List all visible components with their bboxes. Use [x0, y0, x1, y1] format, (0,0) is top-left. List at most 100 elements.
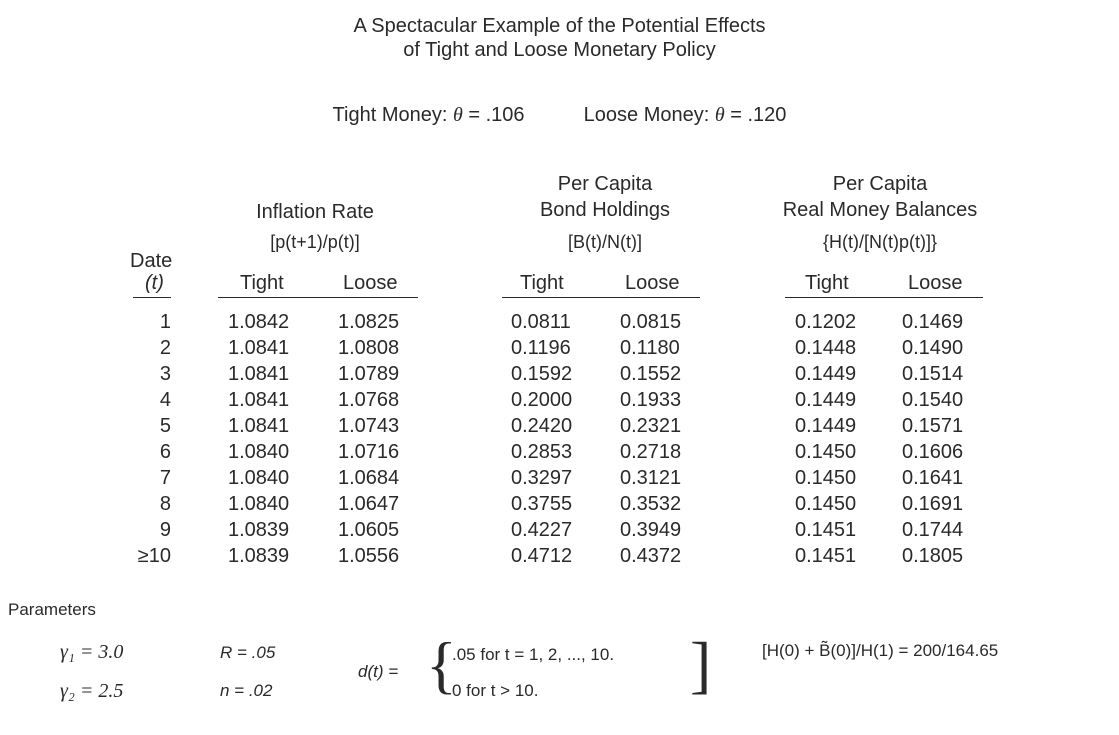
- right-bracket: ]: [690, 629, 712, 700]
- inflation-loose-cell: 1.0789: [338, 363, 400, 385]
- d-function-lhs: d(t) =: [358, 662, 399, 681]
- inflation-tight-cell: 1.0839: [228, 545, 290, 567]
- date-cell: 4: [159, 389, 171, 411]
- date-cell: 6: [159, 441, 171, 463]
- inflation-loose-header: Loose: [343, 272, 398, 294]
- inflation-loose-cell: 1.0743: [338, 415, 400, 437]
- d-function-case-2: 0 for t > 10.: [452, 681, 539, 700]
- bonds-header-1: Per Capita: [557, 173, 653, 195]
- inflation-tight-header: Tight: [240, 272, 284, 294]
- inflation-tight-cell: 1.0841: [228, 363, 290, 385]
- inflation-tight-cell: 1.0842: [228, 311, 290, 333]
- date-underline: [133, 297, 171, 298]
- money-loose-cell: 0.1469: [902, 311, 964, 333]
- inflation-loose-cell: 1.0605: [338, 519, 400, 541]
- bonds-tight-cell: 0.1592: [511, 363, 573, 385]
- bonds-tight-cell: 0.2000: [511, 389, 573, 411]
- money-loose-cell: 0.1744: [902, 519, 964, 541]
- money-loose-header: Loose: [908, 272, 963, 294]
- bonds-tight-cell: 0.1196: [511, 337, 571, 359]
- inflation-tight-cell: 1.0839: [228, 519, 290, 541]
- bonds-loose-header: Loose: [625, 272, 680, 294]
- inflation-tight-cell: 1.0840: [228, 441, 290, 463]
- money-loose-cell: 0.1805: [902, 545, 964, 567]
- money-tight-header: Tight: [805, 272, 849, 294]
- inflation-loose-cell: 1.0556: [338, 545, 400, 567]
- inflation-loose-cell: 1.0684: [338, 467, 400, 489]
- bonds-loose-cell: 0.1552: [620, 363, 682, 385]
- bonds-tight-header: Tight: [520, 272, 564, 294]
- theta-symbol: θ: [714, 104, 725, 126]
- money-tight-cell: 0.1451: [795, 545, 857, 567]
- money-tight-cell: 0.1450: [795, 467, 857, 489]
- inflation-tight-cell: 1.0841: [228, 389, 290, 411]
- money-loose-cell: 0.1490: [902, 337, 964, 359]
- money-formula: {H(t)/[N(t)p(t)]}: [822, 232, 937, 252]
- date-cell: 7: [159, 467, 171, 489]
- inflation-tight-cell: 1.0840: [228, 467, 290, 489]
- tight-money-label: Tight Money:: [332, 104, 448, 126]
- inflation-loose-cell: 1.0825: [338, 311, 400, 333]
- bonds-tight-cell: 0.3297: [511, 467, 573, 489]
- inflation-tight-cell: 1.0840: [228, 493, 290, 515]
- gamma2-param: γ₂ = 2.5: [60, 680, 124, 702]
- inflation-tight-cell: 1.0841: [228, 337, 290, 359]
- bonds-formula: [B(t)/N(t)]: [568, 232, 642, 252]
- bonds-loose-cell: 0.3532: [620, 493, 682, 515]
- title-line-1: A Spectacular Example of the Potential E…: [353, 15, 766, 37]
- inflation-tight-cell: 1.0841: [228, 415, 290, 437]
- d-function-case-1: .05 for t = 1, 2, ..., 10.: [452, 645, 615, 664]
- date-cell: ≥10: [137, 545, 171, 567]
- bonds-loose-cell: 0.2321: [620, 415, 682, 437]
- money-tight-cell: 0.1202: [795, 311, 857, 333]
- title-line-2: of Tight and Loose Monetary Policy: [403, 39, 716, 61]
- inflation-header: Inflation Rate: [256, 201, 374, 223]
- date-header: Date: [130, 250, 173, 272]
- date-cell: 8: [159, 493, 171, 515]
- r-param: R = .05: [220, 643, 276, 662]
- inflation-loose-cell: 1.0716: [338, 441, 400, 463]
- money-tight-cell: 0.1450: [795, 441, 857, 463]
- n-param: n = .02: [220, 681, 273, 700]
- date-cell: 9: [159, 519, 171, 541]
- inflation-loose-cell: 1.0768: [338, 389, 400, 411]
- inflation-loose-cell: 1.0808: [338, 337, 400, 359]
- money-tight-cell: 0.1449: [795, 389, 857, 411]
- inflation-underline: [218, 297, 418, 298]
- money-loose-cell: 0.1606: [902, 441, 964, 463]
- money-header-1: Per Capita: [832, 173, 928, 195]
- theta-symbol: θ: [452, 104, 463, 126]
- parameters-label: Parameters: [8, 600, 96, 619]
- bonds-loose-cell: 0.4372: [620, 545, 682, 567]
- date-cell: 5: [159, 415, 171, 437]
- money-tight-cell: 0.1451: [795, 519, 857, 541]
- inflation-formula: [p(t+1)/p(t)]: [270, 232, 360, 252]
- bonds-tight-cell: 0.3755: [511, 493, 573, 515]
- money-loose-cell: 0.1641: [902, 467, 964, 489]
- money-loose-cell: 0.1514: [902, 363, 964, 385]
- bonds-loose-cell: 0.1180: [620, 337, 680, 359]
- date-cell: 3: [159, 363, 171, 385]
- bonds-loose-cell: 0.2718: [620, 441, 682, 463]
- bonds-header-2: Bond Holdings: [539, 199, 671, 221]
- bonds-loose-cell: 0.0815: [620, 311, 682, 333]
- bonds-tight-cell: 0.4712: [511, 545, 573, 567]
- money-loose-cell: 0.1571: [902, 415, 964, 437]
- gamma1-param: γ₁ = 3.0: [60, 641, 124, 663]
- money-tight-cell: 0.1449: [795, 363, 857, 385]
- date-sub-header: (t): [145, 272, 164, 294]
- ratio-equation: [H(0) + B̃(0)]/H(1) = 200/164.65: [762, 641, 999, 660]
- loose-money-value: = .120: [730, 104, 787, 126]
- tight-money-value: = .106: [468, 104, 525, 126]
- bonds-tight-cell: 0.4227: [511, 519, 573, 541]
- bonds-underline: [502, 297, 700, 298]
- money-loose-cell: 0.1691: [902, 493, 964, 515]
- bonds-tight-cell: 0.2853: [511, 441, 573, 463]
- money-underline: [785, 297, 983, 298]
- bonds-tight-cell: 0.0811: [511, 311, 571, 333]
- money-tight-cell: 0.1448: [795, 337, 857, 359]
- bonds-tight-cell: 0.2420: [511, 415, 573, 437]
- money-loose-cell: 0.1540: [902, 389, 964, 411]
- left-brace: {: [426, 629, 457, 700]
- money-header-2: Real Money Balances: [782, 199, 978, 221]
